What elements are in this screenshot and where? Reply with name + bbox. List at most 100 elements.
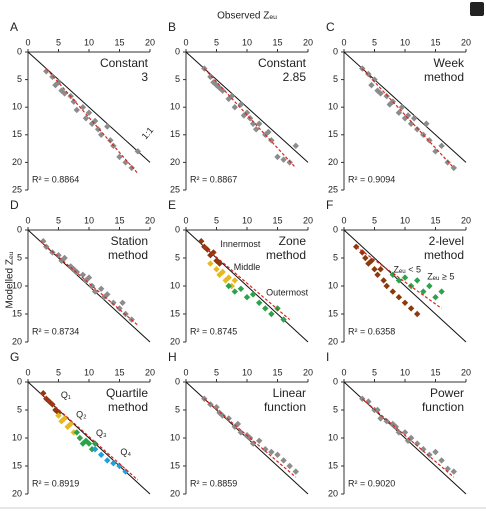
point xyxy=(61,254,68,262)
x-tick-label: 15 xyxy=(114,215,124,225)
point xyxy=(414,126,421,133)
y-tick-label: 25 xyxy=(328,184,338,194)
point xyxy=(128,164,135,172)
point xyxy=(401,299,409,306)
point xyxy=(237,429,245,436)
point xyxy=(55,252,62,259)
y-tick-label: 5 xyxy=(175,252,180,262)
point xyxy=(374,406,381,414)
x-tick-label: 5 xyxy=(214,367,219,377)
point xyxy=(420,288,427,295)
x-tick-label: 0 xyxy=(183,367,188,377)
panel-title: Power xyxy=(430,386,464,400)
point xyxy=(377,90,384,97)
point xyxy=(82,437,90,444)
point xyxy=(407,120,415,127)
point xyxy=(398,104,406,111)
r-squared: R² = 0.8867 xyxy=(190,174,237,184)
point xyxy=(67,263,74,270)
point xyxy=(262,305,269,312)
point xyxy=(134,148,141,155)
point xyxy=(243,109,251,116)
r-squared: R² = 0.8919 xyxy=(32,478,79,488)
y-tick-label: 20 xyxy=(328,488,338,498)
y-tick-label: 10 xyxy=(328,280,338,290)
panel-letter: B xyxy=(168,20,176,34)
point xyxy=(43,68,50,75)
x-tick-label: 5 xyxy=(372,367,377,377)
y-tick-label: 5 xyxy=(175,74,180,84)
point xyxy=(395,109,403,116)
point xyxy=(383,92,390,100)
point xyxy=(426,451,433,458)
x-tick-label: 15 xyxy=(272,215,282,225)
y-tick-label: 25 xyxy=(170,184,180,194)
point xyxy=(219,412,226,419)
point xyxy=(110,299,117,306)
point xyxy=(365,70,372,78)
point xyxy=(70,98,77,105)
x-tick-label: 10 xyxy=(84,215,94,225)
y-tick-label: 15 xyxy=(170,460,180,470)
point xyxy=(52,81,59,89)
x-tick-label: 20 xyxy=(303,367,313,377)
series-label: Zₑᵤ ≥ 5 xyxy=(427,271,454,281)
point xyxy=(444,159,451,166)
x-tick-label: 10 xyxy=(400,367,410,377)
point xyxy=(79,271,87,278)
point xyxy=(280,316,287,323)
series-label: Innermost xyxy=(220,239,261,249)
x-tick-label: 10 xyxy=(84,367,94,377)
y-tick-label: 10 xyxy=(12,280,22,290)
point xyxy=(423,120,430,127)
point xyxy=(401,429,409,436)
series-label: Q₃ xyxy=(96,428,107,438)
point xyxy=(213,404,220,411)
point xyxy=(228,92,235,100)
point xyxy=(219,87,226,94)
y-tick-label: 15 xyxy=(170,308,180,318)
point xyxy=(116,305,123,312)
r-squared: R² = 0.8864 xyxy=(32,174,79,184)
x-tick-label: 0 xyxy=(183,215,188,225)
panel-title: Constant xyxy=(258,56,307,70)
x-axis-label: Observed Zₑᵤ xyxy=(217,11,277,22)
series-label: Q₂ xyxy=(76,409,87,419)
x-tick-label: 20 xyxy=(145,367,155,377)
point xyxy=(432,294,439,301)
point xyxy=(280,457,287,464)
y-tick-label: 20 xyxy=(12,488,22,498)
point xyxy=(401,274,409,281)
point xyxy=(82,115,90,122)
panel-letter: H xyxy=(168,350,177,364)
y-tick-label: 5 xyxy=(333,74,338,84)
panel-title: method xyxy=(108,248,148,262)
point xyxy=(268,310,275,318)
fit-line xyxy=(203,68,297,169)
y-tick-label: 20 xyxy=(12,336,22,346)
point xyxy=(426,137,433,144)
y-axis-label: Modelled Zₑᵤ xyxy=(5,251,16,308)
point xyxy=(389,288,396,295)
point xyxy=(274,305,281,312)
point xyxy=(119,299,126,306)
point xyxy=(383,282,390,290)
point xyxy=(231,277,238,284)
y-tick-label: 5 xyxy=(17,74,22,84)
fit-line xyxy=(203,246,291,321)
y-tick-label: 5 xyxy=(17,404,22,414)
y-tick-label: 20 xyxy=(328,157,338,167)
point xyxy=(67,420,74,428)
point xyxy=(438,142,445,150)
panel-title: Zone xyxy=(279,234,307,248)
y-tick-label: 10 xyxy=(328,432,338,442)
point xyxy=(73,106,80,114)
panel-title: function xyxy=(422,400,464,414)
fit-line xyxy=(361,68,455,169)
x-tick-label: 0 xyxy=(183,37,188,47)
x-tick-label: 20 xyxy=(145,215,155,225)
x-tick-label: 0 xyxy=(25,367,30,377)
point xyxy=(55,412,62,419)
r-squared: R² = 0.9094 xyxy=(348,174,395,184)
